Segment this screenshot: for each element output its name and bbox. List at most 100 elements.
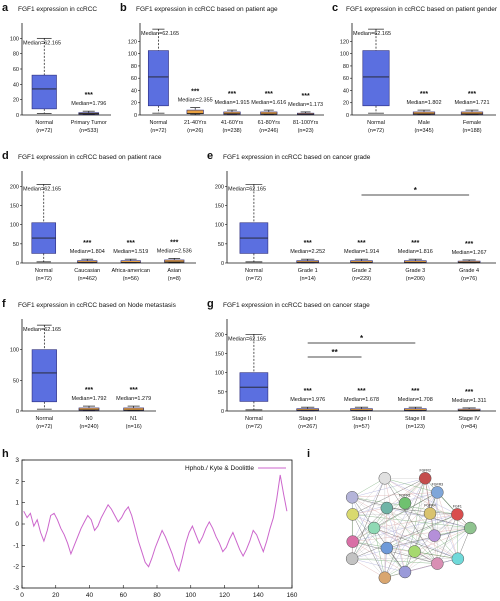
sample-size-label: (n=8) xyxy=(168,276,181,282)
panel-g: g FGF1 expression in ccRCC based on canc… xyxy=(205,296,500,441)
y-tick-label: 50 xyxy=(218,390,224,396)
significance-stars: *** xyxy=(304,388,312,395)
network-node xyxy=(428,529,441,542)
sample-size-label: (n=84) xyxy=(461,424,477,430)
network-node-label: FGFR3 xyxy=(432,482,444,486)
sample-size-label: (n=14) xyxy=(300,276,316,282)
boxplot-d: 0 50 100 150 200 Median=62.165 Normal (n=72) Med… xyxy=(10,171,196,282)
sample-size-label: (n=229) xyxy=(352,276,371,282)
network-node xyxy=(451,508,464,521)
x-category-label: N0 xyxy=(85,416,92,422)
network-edge xyxy=(384,478,438,564)
y-tick-label: 100 xyxy=(10,348,19,354)
y-tick-label: 100 xyxy=(340,52,349,58)
network-node-label: FGFR1 xyxy=(399,493,411,497)
x-category-label: Female xyxy=(463,120,481,126)
x-category-label: N1 xyxy=(130,416,137,422)
panel-b: b FGF1 expression in ccRCC based on pati… xyxy=(118,0,328,145)
network-node xyxy=(423,507,437,520)
network-node xyxy=(451,552,465,565)
panel-c: c FGF1 expression in ccRCC based on pati… xyxy=(330,0,500,145)
y-tick-label: 60 xyxy=(13,67,19,73)
y-tick-label: 0 xyxy=(16,261,19,267)
network-edge xyxy=(352,492,438,515)
median-label: Median=1.708 xyxy=(398,397,433,403)
network-edge xyxy=(437,514,458,564)
median-label: Median=1.519 xyxy=(113,249,148,255)
y-tick-label: 80 xyxy=(131,64,137,70)
network-edge xyxy=(352,558,385,578)
network-edge xyxy=(384,478,406,573)
y-tick-label: 0 xyxy=(134,113,137,119)
significance-stars: *** xyxy=(357,388,365,395)
x-category-label: Grade 1 xyxy=(298,268,318,274)
network-node xyxy=(380,501,394,515)
bracket-label: * xyxy=(360,334,364,343)
bracket-label: ** xyxy=(331,348,338,357)
y-tick-label: 0 xyxy=(15,521,19,528)
x-category-label: Normal xyxy=(35,120,53,126)
hydrophobicity-line xyxy=(23,474,288,573)
panel-title: FGF1 expression in ccRCC based on patien… xyxy=(18,154,162,161)
x-category-label: 21-40Yrs xyxy=(184,120,207,126)
network-node xyxy=(378,571,392,584)
network-node xyxy=(431,486,444,499)
y-tick-label: 40 xyxy=(131,88,137,94)
y-tick-label: 100 xyxy=(215,371,224,377)
sample-size-label: (n=462) xyxy=(78,276,97,282)
significance-stars: *** xyxy=(265,91,273,98)
hydrophobicity-plot: 0 20 40 60 80 100 120 140 160 -3 -2 -1 0 1 2 3 Hphob./ K… xyxy=(13,457,298,599)
network-edge xyxy=(352,514,458,559)
significance-stars: *** xyxy=(468,91,476,98)
panel-title: FGF1 expression in ccRCC based on cancer… xyxy=(223,302,370,309)
network-edge xyxy=(373,527,458,559)
panel-title: FGF1 expression in ccRCC based on patien… xyxy=(346,6,498,13)
network-edge xyxy=(386,492,438,509)
network-edge xyxy=(386,478,426,509)
significance-stars: *** xyxy=(83,240,91,247)
y-tick-label: 200 xyxy=(10,184,19,190)
network-node xyxy=(345,491,359,504)
panel-letter: b xyxy=(120,2,127,14)
y-tick-label: 80 xyxy=(13,52,19,58)
panel-title: FGF1 expression in ccRCC based on cancer… xyxy=(223,154,371,161)
x-category-label: Stage III xyxy=(405,416,426,422)
sample-size-label: (n=56) xyxy=(123,276,139,282)
panel-letter: d xyxy=(2,150,9,162)
median-label: Median=1.792 xyxy=(71,396,106,402)
sample-size-label: (n=26) xyxy=(187,128,203,134)
x-category-label: Normal xyxy=(245,268,263,274)
box xyxy=(223,111,241,115)
network-edge xyxy=(386,507,406,573)
x-category-label: 41-60Yrs xyxy=(221,120,244,126)
y-tick-label: 80 xyxy=(343,64,349,70)
network-edge xyxy=(437,527,471,564)
x-category-label: Normal xyxy=(35,268,53,274)
network-edge xyxy=(351,497,406,573)
network-node-label: FGF1 xyxy=(453,504,462,508)
network-edge xyxy=(352,558,438,564)
y-tick-label: 200 xyxy=(215,184,224,190)
x-category-label: Male xyxy=(418,120,430,126)
x-tick-label: 60 xyxy=(120,592,128,599)
median-label: Median=1.804 xyxy=(70,249,105,255)
boxplot-c: 0 20 40 60 80 100 120 Median=62.165 Normal (n=72)… xyxy=(340,23,496,134)
network-node xyxy=(346,508,359,521)
x-tick-label: 100 xyxy=(185,592,196,599)
significance-stars: *** xyxy=(411,388,419,395)
x-tick-label: 0 xyxy=(20,592,24,599)
y-tick-label: 20 xyxy=(13,98,19,104)
significance-stars: *** xyxy=(465,241,473,248)
y-tick-label: 100 xyxy=(215,223,224,229)
network-edge xyxy=(386,507,458,559)
sample-size-label: (n=72) xyxy=(368,128,384,134)
median-label: Median=1.616 xyxy=(251,100,286,106)
box xyxy=(147,50,169,107)
median-label: Median=62.165 xyxy=(353,31,391,37)
y-tick-label: -2 xyxy=(13,564,19,571)
panel-d: d FGF1 expression in ccRCC based on pati… xyxy=(0,148,200,293)
boxplot-a: 0 20 40 60 80 100 Median=62.165 Normal (n=72) Med… xyxy=(10,23,111,134)
network-node xyxy=(380,541,394,555)
x-category-label: Normal xyxy=(245,416,263,422)
x-tick-label: 160 xyxy=(287,592,298,599)
